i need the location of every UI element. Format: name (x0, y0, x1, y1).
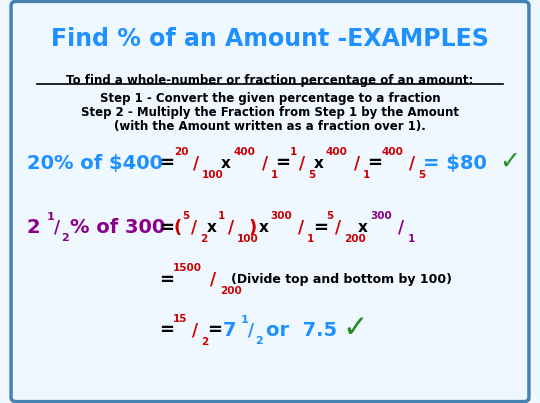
Text: /: / (191, 218, 198, 237)
Text: 15: 15 (173, 314, 188, 324)
Text: /: / (227, 218, 234, 237)
Text: /: / (399, 218, 404, 237)
Text: /: / (211, 270, 217, 289)
Text: ✓: ✓ (499, 150, 520, 173)
Text: /: / (299, 154, 305, 172)
Text: =: = (207, 321, 222, 339)
Text: 1: 1 (271, 170, 278, 180)
Text: =: = (367, 154, 382, 172)
Text: 5: 5 (418, 170, 426, 180)
Text: 100: 100 (237, 234, 259, 244)
Text: Step 2 - Multiply the Fraction from Step 1 by the Amount: Step 2 - Multiply the Fraction from Step… (81, 106, 459, 119)
Text: 300: 300 (370, 211, 392, 221)
FancyBboxPatch shape (11, 1, 529, 402)
Text: =: = (159, 270, 174, 289)
Text: 1500: 1500 (173, 263, 202, 273)
Text: 5: 5 (308, 170, 315, 180)
Text: /: / (335, 218, 341, 237)
Text: 1: 1 (240, 315, 248, 325)
Text: =: = (313, 218, 328, 237)
Text: /: / (354, 154, 360, 172)
Text: (Divide top and bottom by 100): (Divide top and bottom by 100) (231, 273, 452, 286)
Text: 5: 5 (326, 211, 333, 221)
Text: 2: 2 (61, 233, 69, 243)
Text: x: x (207, 220, 217, 235)
Text: /: / (298, 218, 304, 237)
Text: x: x (221, 156, 231, 171)
Text: 2: 2 (200, 234, 208, 244)
Text: 1: 1 (46, 212, 54, 222)
Text: 200: 200 (345, 234, 366, 244)
Text: 1: 1 (218, 211, 226, 221)
Text: = $80: = $80 (423, 154, 487, 173)
Text: 300: 300 (270, 211, 292, 221)
Text: Step 1 - Convert the given percentage to a fraction: Step 1 - Convert the given percentage to… (100, 92, 440, 105)
Text: x: x (358, 220, 368, 235)
Text: To find a whole-number or fraction percentage of an amount:: To find a whole-number or fraction perce… (66, 74, 474, 87)
Text: 1: 1 (289, 147, 297, 157)
Text: (: ( (173, 218, 181, 237)
Text: 1: 1 (408, 234, 415, 244)
Text: 7: 7 (222, 321, 236, 340)
Text: 400: 400 (326, 147, 348, 157)
Text: /: / (53, 218, 59, 237)
Text: =: = (159, 154, 174, 172)
Text: 2: 2 (255, 336, 263, 346)
Text: =: = (159, 218, 174, 237)
Text: /: / (193, 154, 199, 172)
Text: 200: 200 (220, 286, 241, 296)
Text: x: x (314, 156, 323, 171)
Text: x: x (259, 220, 268, 235)
Text: /: / (262, 154, 268, 172)
Text: 2: 2 (26, 218, 40, 237)
Text: =: = (275, 154, 290, 172)
Text: (with the Amount written as a fraction over 1).: (with the Amount written as a fraction o… (114, 120, 426, 133)
Text: /: / (192, 321, 198, 339)
Text: 400: 400 (381, 147, 403, 157)
Text: 100: 100 (202, 170, 224, 180)
Text: % of 300: % of 300 (70, 218, 165, 237)
Text: 400: 400 (234, 147, 255, 157)
Text: 20: 20 (174, 147, 188, 157)
Text: 2: 2 (201, 337, 208, 347)
Text: 1: 1 (363, 170, 370, 180)
Text: ✓: ✓ (342, 314, 368, 343)
Text: or  7.5: or 7.5 (266, 321, 337, 340)
Text: /: / (409, 154, 415, 172)
Text: 5: 5 (182, 211, 189, 221)
Text: /: / (248, 321, 254, 339)
Text: 20% of $400: 20% of $400 (26, 154, 163, 173)
Text: Find % of an Amount -EXAMPLES: Find % of an Amount -EXAMPLES (51, 27, 489, 52)
Text: =: = (159, 321, 174, 339)
Text: 1: 1 (307, 234, 314, 244)
Text: ): ) (248, 218, 256, 237)
